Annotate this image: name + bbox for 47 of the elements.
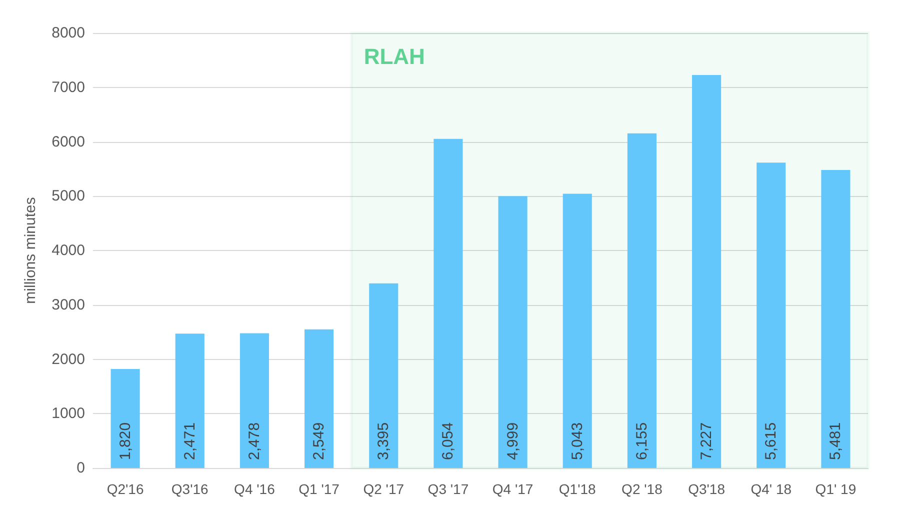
data-label: 6,054	[440, 422, 457, 460]
y-tick-label: 8000	[52, 24, 85, 42]
bar	[304, 329, 334, 468]
bar	[369, 283, 398, 468]
data-label: 5,481	[827, 422, 844, 460]
y-tick-label: 4000	[52, 242, 85, 259]
y-tick-label: 1000	[52, 405, 85, 422]
data-label: 2,549	[310, 422, 328, 460]
y-tick-label: 3000	[52, 296, 85, 314]
bar	[692, 75, 722, 468]
x-tick-label: Q3 '17	[428, 481, 469, 497]
bar	[434, 138, 463, 468]
data-label: 1,820	[116, 422, 134, 460]
data-label: 6,155	[633, 422, 650, 460]
y-tick-label: 2000	[52, 350, 85, 368]
x-tick-label: Q1'18	[558, 481, 596, 497]
x-tick-label: Q2 '17	[363, 481, 404, 497]
band-label: RLAH	[364, 44, 425, 69]
bar	[240, 333, 269, 468]
data-label: 4,999	[504, 422, 522, 460]
data-label: 5,615	[762, 422, 780, 460]
y-axis-title: millions minutes	[22, 197, 39, 304]
x-tick-label: Q1 '17	[298, 481, 340, 497]
data-label: 2,471	[181, 422, 198, 460]
y-tick-label: 6000	[52, 133, 85, 150]
bar	[110, 369, 140, 468]
x-tick-label: Q3'18	[688, 481, 726, 497]
data-label: 5,043	[568, 422, 586, 460]
data-label: 2,478	[246, 422, 263, 460]
bar	[821, 170, 850, 468]
x-tick-label: Q3'16	[171, 481, 209, 497]
y-tick-label: 5000	[52, 188, 85, 205]
x-tick-label: Q4' 18	[750, 481, 792, 497]
x-tick-label: Q1' 19	[815, 481, 856, 497]
bar	[175, 334, 204, 468]
bar	[627, 133, 656, 468]
bar	[756, 162, 786, 468]
data-label: 3,395	[375, 422, 392, 460]
y-tick-label: 7000	[52, 78, 85, 96]
y-tick-label: 0	[76, 460, 85, 476]
x-tick-label: Q4 '16	[234, 481, 276, 497]
x-tick-label: Q2'16	[106, 481, 144, 497]
x-tick-label: Q2 '18	[622, 481, 663, 497]
x-tick-label: Q4 '17	[492, 481, 534, 497]
bar	[562, 194, 592, 468]
data-label: 7,227	[698, 422, 716, 460]
bar	[498, 196, 528, 468]
